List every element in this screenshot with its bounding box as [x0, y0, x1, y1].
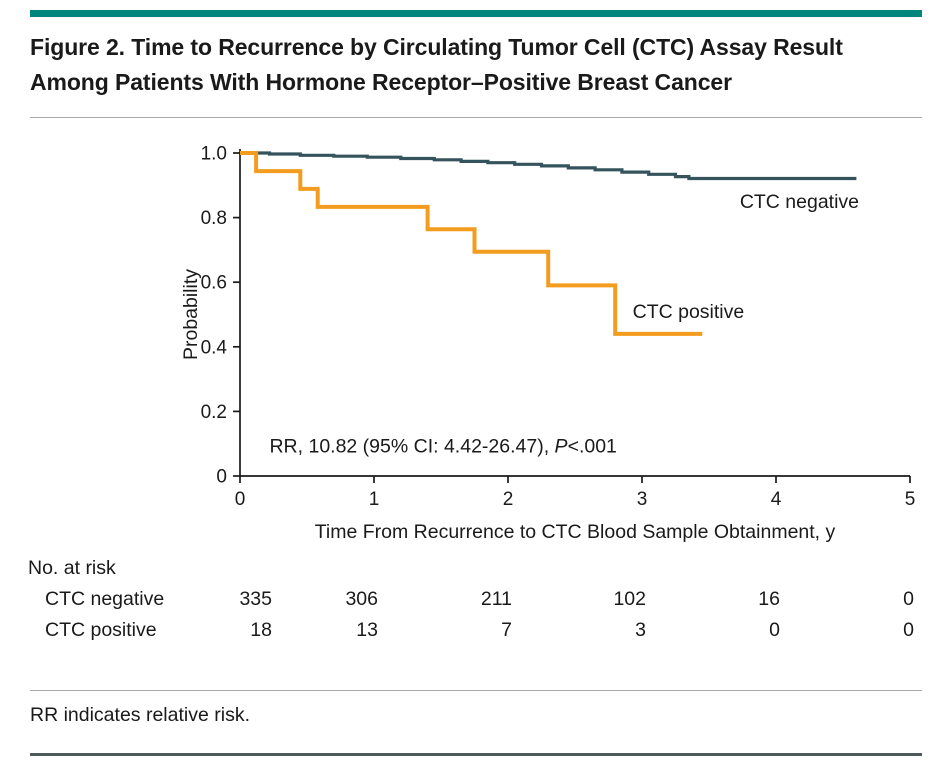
- x-tick-label: 4: [771, 489, 782, 510]
- risk-cell: 335: [239, 588, 272, 610]
- risk-cell: 0: [903, 619, 914, 641]
- risk-cell: 0: [903, 588, 914, 610]
- rr-annotation-p: P: [555, 435, 568, 457]
- y-tick-label: 0.8: [201, 208, 227, 229]
- km-chart: 0 0.2 0.4 0.6 0.8 1.0 0 1 2 3 4 5 Probability Time Fr…: [28, 144, 916, 642]
- x-tick-label: 5: [905, 489, 916, 510]
- y-tick-label: 0.4: [201, 337, 228, 358]
- series-path-ctc-negative: [240, 151, 857, 181]
- risk-cell: 306: [345, 588, 378, 610]
- top-accent-bar: [30, 10, 922, 17]
- risk-cell: 0: [769, 619, 780, 641]
- risk-cell: 18: [250, 619, 272, 641]
- footnote: RR indicates relative risk.: [30, 704, 250, 726]
- x-tick-label: 0: [235, 489, 246, 510]
- risk-cell: 3: [635, 619, 646, 641]
- rr-annotation-suffix: <.001: [568, 435, 617, 457]
- risk-cell: 16: [758, 588, 780, 610]
- y-tick-label: 0.2: [201, 402, 227, 423]
- y-axis-title: Probability: [180, 269, 202, 360]
- y-tick-label: 1.0: [201, 144, 227, 165]
- figure-title: Figure 2. Time to Recurrence by Circulat…: [30, 34, 843, 95]
- series-label: CTC positive: [633, 301, 745, 323]
- risk-row-label: CTC negative: [45, 588, 164, 610]
- x-tick-label: 3: [637, 489, 648, 510]
- risk-row-label: CTC positive: [45, 619, 157, 641]
- bottom-rule: [30, 753, 922, 756]
- series-path-ctc-positive: [240, 151, 703, 336]
- risk-cell: 211: [481, 588, 512, 610]
- x-axis-title: Time From Recurrence to CTC Blood Sample…: [315, 521, 836, 543]
- rr-annotation: RR, 10.82 (95% CI: 4.42-26.47), P<.001: [269, 435, 616, 457]
- footnote-divider: [30, 690, 922, 691]
- series-label: CTC negative: [740, 191, 859, 213]
- rr-annotation-prefix: RR, 10.82 (95% CI: 4.42-26.47),: [269, 435, 554, 457]
- y-tick-label: 0.6: [201, 273, 227, 294]
- x-tick-label: 2: [503, 489, 514, 510]
- risk-cell: 7: [501, 619, 512, 641]
- risk-cell: 13: [356, 619, 378, 641]
- risk-table-title: No. at risk: [28, 557, 116, 579]
- risk-cell: 102: [613, 588, 646, 610]
- title-divider: [30, 117, 922, 118]
- y-tick-label: 0: [216, 467, 227, 488]
- x-tick-label: 1: [369, 489, 380, 510]
